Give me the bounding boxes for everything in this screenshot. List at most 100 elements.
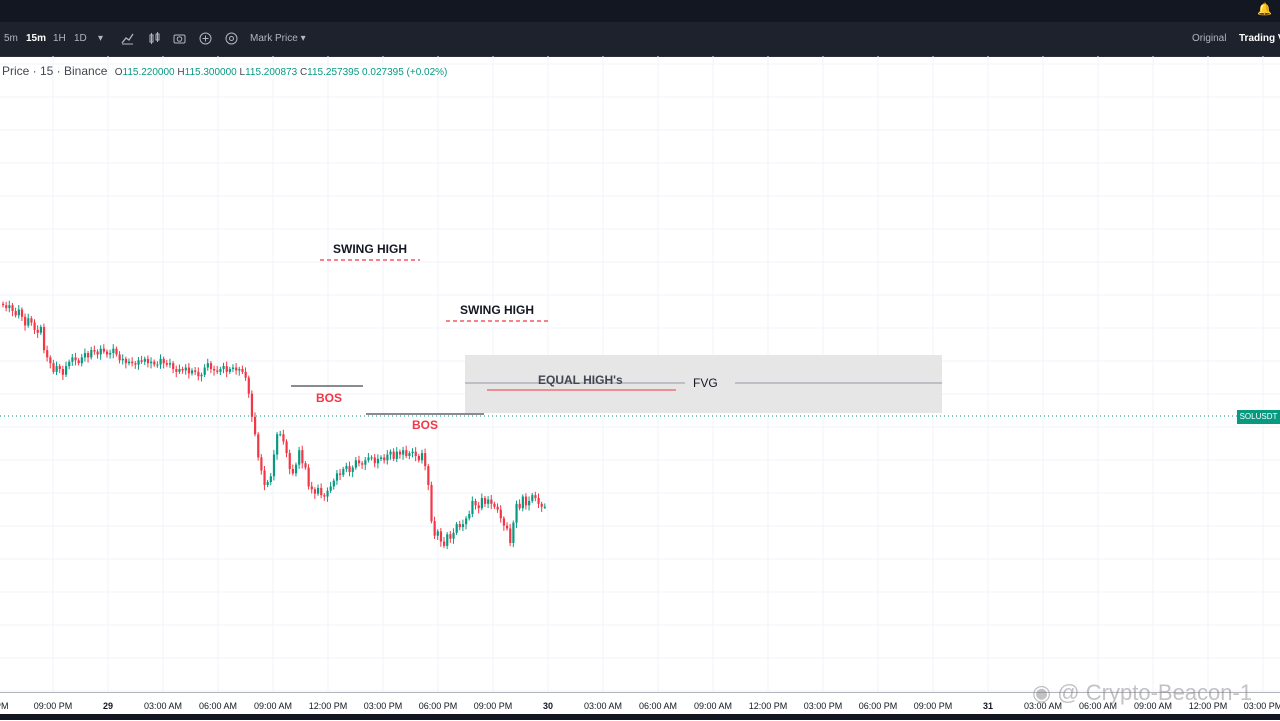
x-tick-label: 06:00 AM [638,701,678,711]
candle-body [405,450,408,456]
candle-body [156,364,159,366]
candle-body [543,506,546,508]
camera-icon[interactable] [173,22,186,56]
candle-body [49,357,52,364]
candle-body [389,451,392,455]
candle-body [263,470,266,485]
candle-body [55,366,58,372]
candle-body [90,350,93,358]
candle-body [455,524,458,533]
bottom-strip [0,714,1280,720]
candle-body [326,490,329,497]
chart-area[interactable]: SWING HIGH SWING HIGH BOS BOS EQUAL HIGH… [0,56,1280,692]
candle-body [269,476,272,483]
candles-icon[interactable] [148,22,161,56]
candle-body [499,509,502,519]
interval-5m[interactable]: 5m [4,33,18,44]
bell-icon[interactable]: 🔔 [1257,2,1272,16]
candle-body [191,370,194,374]
candle-body [168,363,172,365]
x-tick-label: 03:00 AM [583,701,623,711]
x-tick-label: 09:00 PM [473,701,513,711]
x-tick-label: 06:00 AM [1078,701,1118,711]
candle-body [250,393,254,417]
candle-body [241,368,244,372]
candle-body [477,505,480,509]
chart-style-icon[interactable] [121,22,134,56]
candle-body [172,363,175,369]
candle-body [461,524,465,528]
fvg-zone [465,355,942,413]
candle-body [301,450,304,464]
candle-body [417,455,420,461]
candle-body [206,363,209,368]
candle-body [83,353,87,358]
view-original[interactable]: Original [1192,33,1227,44]
candle-body [71,357,74,362]
interval-dropdown-icon[interactable]: ▾ [98,33,104,44]
x-tick-label: 12:00 PM [1188,701,1228,711]
candle-body [87,353,90,358]
candle-body [124,358,128,364]
chart-toolbar: 5m 15m 1H 1D ▾ Mark Price ▾ Original Tra… [0,22,1280,57]
candle-body [354,460,357,468]
candle-body [93,350,96,352]
x-tick-label: 06:00 AM [198,701,238,711]
candle-body [436,531,439,536]
interval-1h[interactable]: 1H [53,33,66,44]
view-tradingview[interactable]: Trading V [1239,33,1280,44]
candle-body [408,453,411,456]
candle-body [36,329,39,333]
chart-legend: Price · 15 · Binance O115.220000 H115.30… [2,64,447,78]
candle-body [140,360,143,362]
candle-body [386,454,389,461]
candle-body [235,367,238,371]
candle-body [411,451,414,454]
candle-body [474,500,477,506]
candle-body [449,534,452,539]
candle-body [285,441,288,454]
candle-body [335,473,339,481]
candle-body [257,434,260,458]
candle-body [509,528,512,543]
legend-close: 115.257395 [307,67,360,78]
candle-body [46,350,49,358]
candle-body [80,357,83,364]
candle-body [244,371,247,378]
price-type-select[interactable]: Mark Price ▾ [250,22,306,56]
x-tick-label: 03:00 AM [1023,701,1063,711]
interval-15m[interactable]: 15m [26,33,47,44]
candle-body [203,367,206,375]
x-tick-label: 09:00 AM [253,701,293,711]
x-tick-label: 31 [982,701,994,711]
candle-body [162,358,165,364]
candle-body [197,371,200,377]
candle-body [109,353,112,355]
candle-body [2,303,5,306]
candle-body [99,348,102,355]
candle-body [112,348,115,354]
candle-body [115,348,118,355]
candle-body [96,351,99,355]
candle-body [339,473,342,475]
price-chart[interactable]: SWING HIGH SWING HIGH BOS BOS EQUAL HIGH… [0,56,1280,692]
candle-body [187,367,191,374]
add-indicator-icon[interactable] [199,22,212,56]
candle-body [39,326,42,333]
candle-body [11,305,14,311]
candle-body [329,486,332,491]
settings-icon[interactable] [225,22,238,56]
candle-body [383,457,386,461]
candle-body [134,363,137,365]
candle-body [58,366,61,369]
swing-high-label-2: SWING HIGH [460,303,534,317]
candle-body [213,368,216,371]
candle-body [14,310,17,316]
interval-1d[interactable]: 1D [74,33,87,44]
bos-label-1: BOS [316,391,342,405]
bos-label-2: BOS [412,418,438,432]
x-tick-label: 06:00 PM [858,701,898,711]
candle-body [131,361,134,364]
candle-body [351,467,354,472]
x-tick-label: 29 [102,701,114,711]
